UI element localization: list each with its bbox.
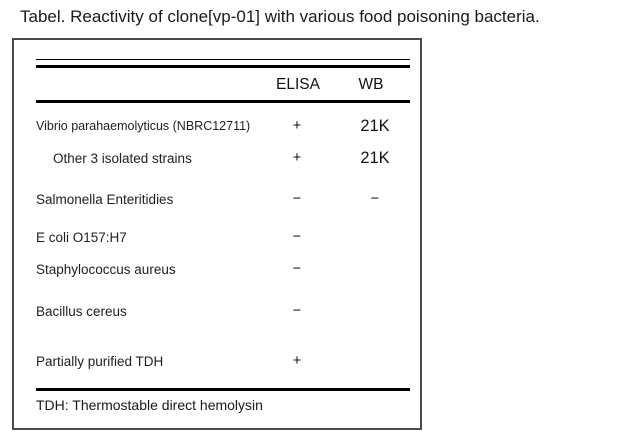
row-label: Salmonella Enteritidies [36, 192, 174, 207]
top-rule-thick [36, 65, 410, 68]
bottom-rule [36, 388, 410, 391]
top-rule-thin [36, 59, 410, 60]
column-header-wb: WB [358, 76, 384, 93]
elisa-value: + [292, 118, 302, 134]
header-underline-rule [36, 100, 410, 103]
table-caption: Tabel. Reactivity of clone[vp-01] with v… [20, 7, 540, 26]
wb-value: − [370, 191, 380, 207]
elisa-value: − [292, 303, 302, 319]
elisa-value: − [292, 261, 302, 277]
table-row: Other 3 isolated strains + 21K [14, 150, 420, 167]
row-label: E coli O157:H7 [36, 230, 127, 245]
table-box: ELISA WB Vibrio parahaemolyticus (NBRC12… [12, 38, 422, 430]
table-row: Vibrio parahaemolyticus (NBRC12711) + 21… [14, 118, 420, 135]
column-header-elisa: ELISA [276, 76, 320, 93]
table-row: Salmonella Enteritidies − − [14, 191, 420, 208]
table-footnote: TDH: Thermostable direct hemolysin [36, 397, 263, 413]
elisa-value: + [292, 150, 302, 166]
elisa-value: − [292, 191, 302, 207]
wb-value: 21K [360, 117, 390, 135]
elisa-value: + [292, 353, 302, 369]
wb-value: 21K [360, 149, 390, 167]
table-row: E coli O157:H7 − [14, 229, 420, 246]
row-label: Other 3 isolated strains [53, 151, 192, 166]
table-row: Staphylococcus aureus − [14, 261, 420, 278]
table-row: Partially purified TDH + [14, 353, 420, 370]
table-row: Bacillus cereus − [14, 303, 420, 320]
row-label: Partially purified TDH [36, 354, 164, 369]
elisa-value: − [292, 229, 302, 245]
row-label: Bacillus cereus [36, 304, 127, 319]
row-label: Staphylococcus aureus [36, 262, 176, 277]
row-label: Vibrio parahaemolyticus (NBRC12711) [36, 119, 251, 133]
